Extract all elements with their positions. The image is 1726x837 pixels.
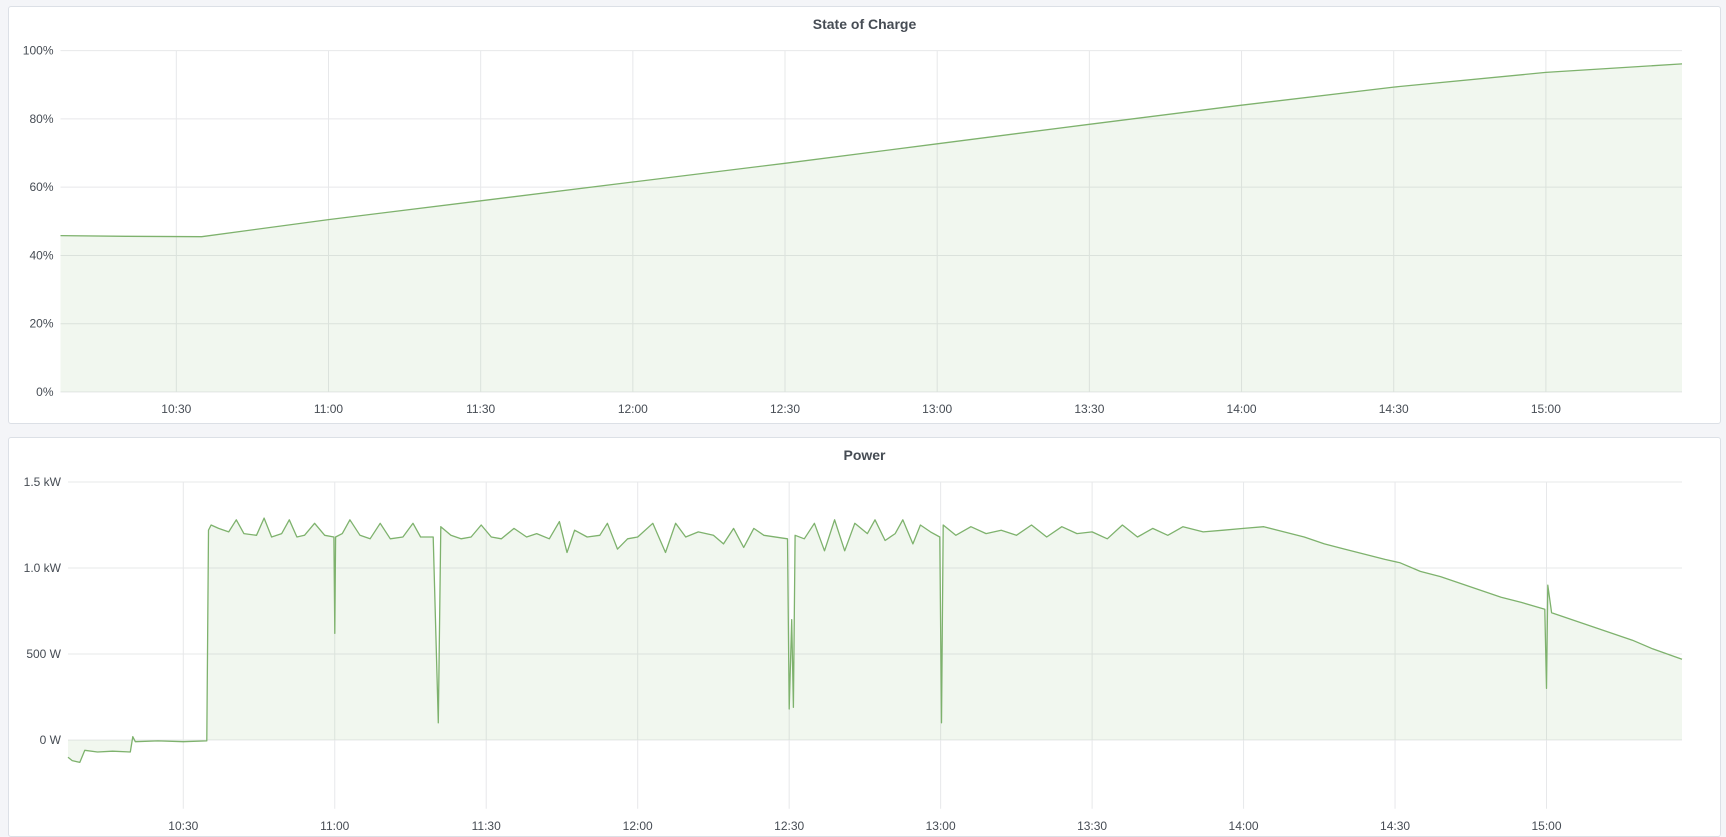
power-area-fill <box>68 518 1682 763</box>
power-x-tick-label: 11:30 <box>472 819 501 833</box>
power-x-tick-label: 10:30 <box>168 819 198 833</box>
power-y-tick-label: 1.5 kW <box>24 475 62 489</box>
power-panel-title[interactable]: Power <box>843 447 886 463</box>
soc-x-tick-label: 12:00 <box>618 402 648 416</box>
soc-x-tick-label: 12:30 <box>770 402 800 416</box>
soc-y-tick-label: 0% <box>36 385 54 399</box>
power-x-tick-label: 12:30 <box>774 819 804 833</box>
soc-x-tick-label: 13:00 <box>922 402 952 416</box>
power-x-tick-label: 14:00 <box>1229 819 1259 833</box>
power-x-tick-label: 13:00 <box>926 819 956 833</box>
soc-y-tick-label: 100% <box>23 44 54 58</box>
soc-x-tick-label: 11:30 <box>466 402 495 416</box>
soc-y-tick-label: 40% <box>29 248 53 262</box>
soc-y-tick-label: 60% <box>29 180 53 194</box>
power-x-tick-label: 11:00 <box>320 819 349 833</box>
power-panel: Power <box>8 437 1721 837</box>
soc-panel: State of Charge <box>8 6 1721 424</box>
soc-series-line <box>60 63 1683 238</box>
power-x-tick-label: 13:30 <box>1077 819 1107 833</box>
power-y-tick-label: 500 W <box>26 647 61 661</box>
soc-x-tick-label: 14:00 <box>1227 402 1257 416</box>
power-x-tick-label: 15:00 <box>1532 819 1562 833</box>
power-x-tick-label: 14:30 <box>1380 819 1410 833</box>
soc-chart[interactable]: 0% 20% 40% 60% 80% 100% 10:30 11:00 11:30 12:00 12… <box>0 0 1726 802</box>
soc-x-tick-label: 11:00 <box>314 402 343 416</box>
power-y-tick-label: 1.0 kW <box>24 561 62 575</box>
soc-panel-title[interactable]: State of Charge <box>812 16 917 32</box>
soc-area-fill <box>60 63 1682 393</box>
soc-x-tick-label: 15:00 <box>1531 402 1561 416</box>
soc-y-tick-label: 20% <box>29 317 53 331</box>
power-x-tick-label: 12:00 <box>623 819 653 833</box>
soc-y-tick-label: 80% <box>29 112 53 126</box>
power-series-line <box>67 517 1683 764</box>
soc-x-tick-label: 13:30 <box>1074 402 1104 416</box>
soc-x-tick-label: 10:30 <box>161 402 191 416</box>
power-y-tick-label: 0 W <box>40 733 62 747</box>
soc-x-tick-label: 14:30 <box>1379 402 1409 416</box>
